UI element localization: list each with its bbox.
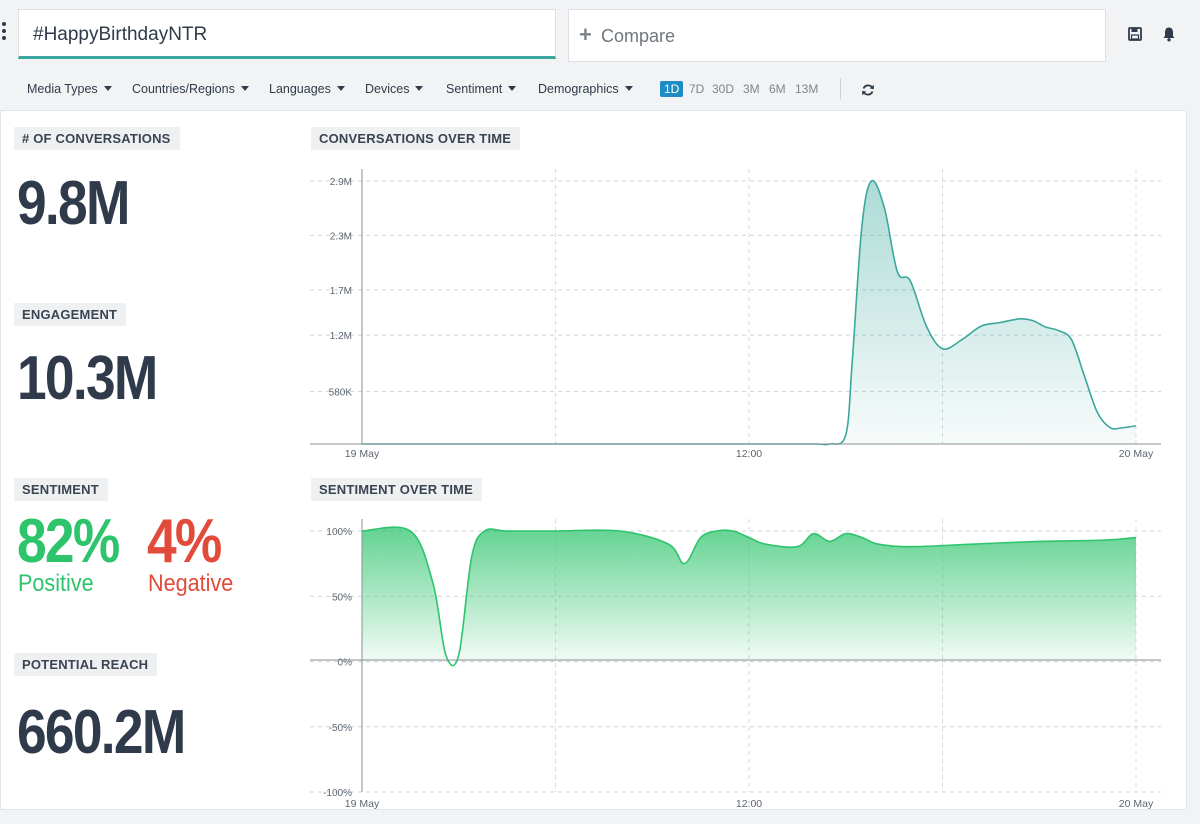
more-menu-icon[interactable]: [2, 22, 8, 43]
conversations-label: # OF CONVERSATIONS: [14, 127, 180, 150]
conversations-value: 9.8M: [17, 169, 130, 238]
positive-percent: 82%: [17, 507, 120, 576]
y-tick-label: 2.3M: [330, 231, 352, 242]
compare-input[interactable]: + Compare: [568, 9, 1106, 62]
search-query-value: #HappyBirthdayNTR: [33, 24, 208, 45]
range-1d-button[interactable]: 1D: [660, 81, 684, 97]
x-tick-label: 19 May: [345, 798, 380, 810]
conversations-chart-title: CONVERSATIONS OVER TIME: [311, 127, 521, 150]
positive-label: Positive: [18, 570, 94, 597]
range-6m-button[interactable]: 6M: [769, 82, 786, 96]
y-tick-label: 1.7M: [330, 286, 352, 297]
languages-dropdown[interactable]: Languages: [269, 82, 345, 96]
series-line: [361, 526, 1137, 667]
y-tick-label: 0%: [338, 658, 353, 669]
reach-value: 660.2M: [17, 698, 186, 767]
range-7d-button[interactable]: 7D: [689, 82, 705, 96]
sentiment-chart-title: SENTIMENT OVER TIME: [311, 478, 483, 501]
engagement-label: ENGAGEMENT: [14, 303, 127, 326]
y-tick-label: -100%: [323, 788, 352, 799]
y-tick-label: 1.2M: [330, 331, 352, 342]
countries-regions-dropdown[interactable]: Countries/Regions: [132, 82, 249, 96]
y-tick-label: 2.9M: [330, 177, 352, 188]
save-icon[interactable]: [1128, 27, 1142, 41]
x-tick-label: 19 May: [345, 448, 380, 460]
compare-label: Compare: [601, 26, 676, 46]
x-tick-label: 12:00: [736, 798, 762, 810]
x-tick-label: 20 May: [1119, 798, 1154, 810]
toolbar-divider: [840, 78, 841, 100]
conversations-chart: 580K 1.2M 1.7M 2.3M 2.9M 19 May 12:00 20 May: [310, 169, 1161, 460]
bell-icon[interactable]: [1161, 26, 1177, 42]
range-3m-button[interactable]: 3M: [743, 82, 760, 96]
range-13m-button[interactable]: 13M: [795, 82, 819, 96]
y-tick-label: 580K: [329, 387, 353, 398]
y-tick-label: -50%: [329, 723, 352, 734]
plus-icon: +: [579, 22, 592, 47]
sentiment-chart: 100% 50% 0% -50% -100%19 May 12:00 20 May: [310, 519, 1161, 810]
refresh-icon[interactable]: [861, 83, 875, 97]
range-30d-button[interactable]: 30D: [712, 82, 735, 96]
engagement-value: 10.3M: [17, 344, 158, 413]
reach-label: POTENTIAL REACH: [14, 653, 158, 676]
series-area: [362, 527, 1136, 666]
x-tick-label: 12:00: [736, 448, 762, 460]
negative-label: Negative: [148, 570, 234, 597]
dashboard-panel: [0, 110, 1187, 810]
x-tick-label: 20 May: [1119, 448, 1154, 460]
sentiment-label: SENTIMENT: [14, 478, 108, 501]
search-query-input[interactable]: #HappyBirthdayNTR: [18, 9, 556, 59]
y-tick-label: 100%: [326, 527, 352, 538]
negative-percent: 4%: [147, 507, 222, 576]
y-tick-label: 50%: [332, 592, 352, 603]
demographics-dropdown[interactable]: Demographics: [538, 82, 633, 96]
sentiment-dropdown[interactable]: Sentiment: [446, 82, 517, 96]
devices-dropdown[interactable]: Devices: [365, 82, 424, 96]
media-types-dropdown[interactable]: Media Types: [27, 82, 112, 96]
series-area: [362, 180, 1136, 445]
